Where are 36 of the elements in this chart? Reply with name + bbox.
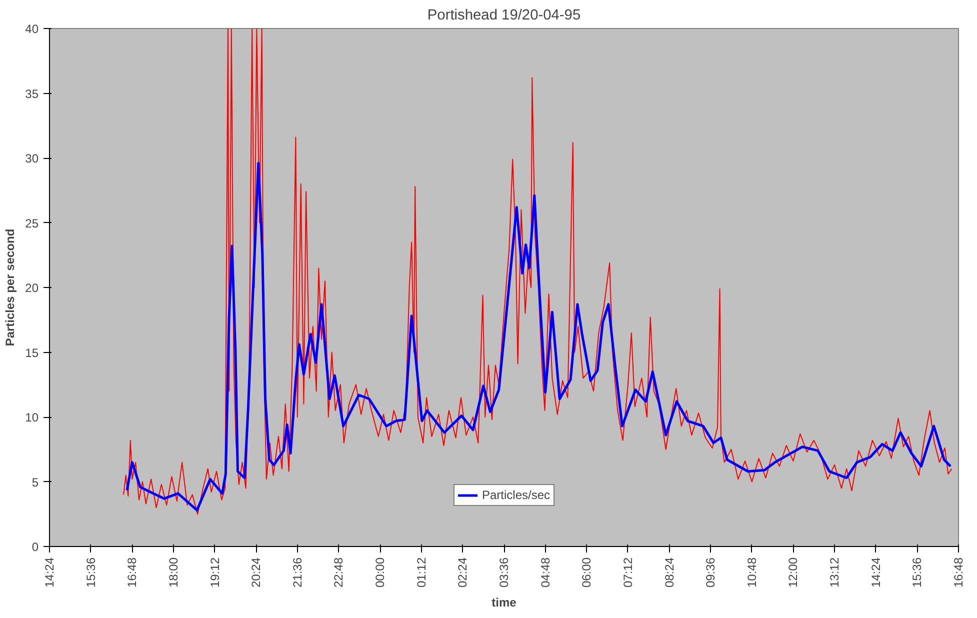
x-tick-label: 04:48 [538, 557, 552, 588]
legend-label: Particles/sec [482, 488, 550, 502]
x-tick-label: 08:24 [662, 557, 676, 588]
x-tick-label: 22:48 [332, 557, 346, 588]
x-tick-label: 15:36 [84, 557, 98, 588]
x-tick-label: 06:00 [580, 557, 594, 588]
y-tick-label: 40 [25, 22, 39, 36]
x-tick-label: 07:12 [620, 557, 635, 588]
x-tick-label: 21:36 [290, 557, 304, 588]
x-axis-title: time [492, 596, 517, 610]
y-tick-label: 25 [25, 216, 39, 230]
x-tick-label: 19:12 [208, 557, 222, 588]
x-tick-label: 20:24 [249, 557, 264, 588]
x-tick-label: 01:12 [414, 557, 428, 588]
x-tick-label: 00:00 [373, 557, 388, 588]
x-tick-label: 12:00 [786, 557, 800, 588]
y-axis-title: Particles per second [3, 228, 18, 346]
y-tick-label: 35 [25, 86, 39, 101]
x-tick-label: 10:48 [744, 557, 759, 588]
x-tick-label: 09:36 [704, 557, 718, 588]
y-tick-label: 10 [25, 410, 39, 424]
x-tick-label: 18:00 [166, 557, 180, 588]
y-tick-label: 0 [32, 540, 39, 554]
x-tick-label: 16:48 [952, 557, 966, 588]
x-tick-label: 16:48 [125, 557, 140, 588]
y-tick-label: 5 [32, 475, 39, 490]
x-tick-label: 03:36 [497, 557, 511, 588]
y-tick-label: 15 [25, 346, 39, 360]
y-tick-label: 20 [25, 281, 39, 295]
x-tick-label: 13:12 [828, 557, 842, 588]
chart-title: Portishead 19/20-04-95 [427, 8, 581, 24]
x-tick-label: 14:24 [42, 557, 56, 588]
x-tick-label: 02:24 [456, 557, 470, 588]
x-tick-label: 14:24 [868, 557, 883, 588]
y-tick-label: 30 [25, 152, 39, 166]
x-tick-label: 15:36 [910, 557, 924, 588]
